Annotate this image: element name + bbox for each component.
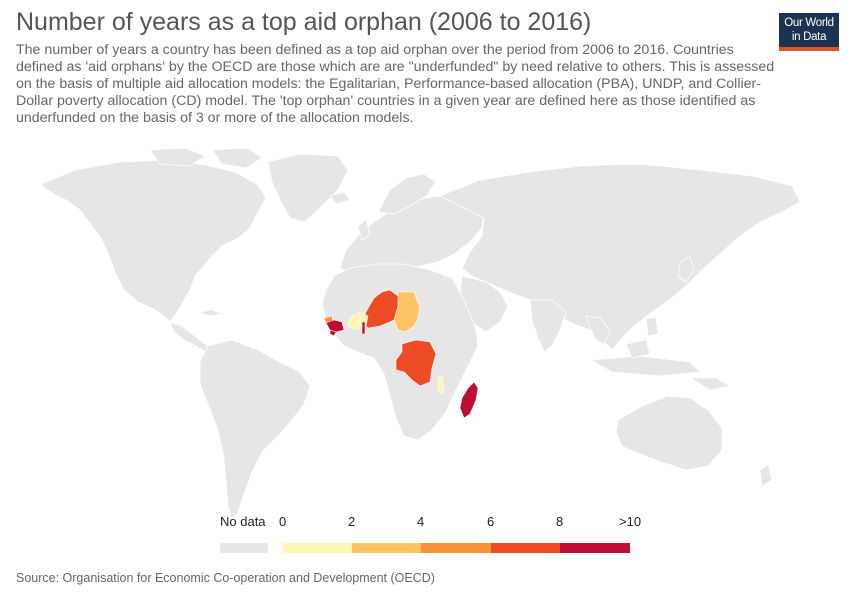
country-sierra-leone[interactable]: [329, 329, 337, 337]
logo-line-1: Our World: [784, 17, 834, 29]
japan[interactable]: [677, 255, 695, 283]
greenland-landmass[interactable]: [267, 153, 349, 223]
chart-subtitle: The number of years a country has been d…: [16, 42, 775, 126]
logo-accent-bar: [779, 47, 839, 51]
legend-tick-over-10: >10: [619, 514, 642, 529]
asia-landmass[interactable]: [439, 163, 801, 351]
iceland[interactable]: [329, 191, 351, 205]
country-chad[interactable]: [393, 291, 421, 333]
world-map[interactable]: [0, 140, 850, 540]
philippines[interactable]: [645, 317, 659, 337]
africa-landmass[interactable]: [321, 263, 479, 441]
south-america-landmass[interactable]: [199, 339, 311, 521]
legend-bin-over-8[interactable]: [560, 543, 630, 553]
legend-bin-2-4[interactable]: [352, 543, 421, 553]
new-zealand[interactable]: [759, 463, 773, 487]
country-togo[interactable]: [361, 321, 366, 335]
chart-title: Number of years as a top aid orphan (200…: [16, 8, 592, 36]
legend-bin-6-8[interactable]: [491, 543, 560, 553]
indian-subcontinent[interactable]: [529, 299, 567, 353]
indonesia[interactable]: [589, 355, 701, 377]
legend-bin-0-2[interactable]: [283, 543, 352, 553]
owid-logo[interactable]: Our World in Data: [779, 13, 839, 51]
legend-no-data-swatch[interactable]: [220, 543, 268, 553]
arctic-islands-2[interactable]: [211, 147, 263, 169]
australia-landmass[interactable]: [615, 395, 723, 471]
central-america[interactable]: [169, 321, 213, 353]
legend-bin-4-6[interactable]: [421, 543, 491, 553]
legend-tick-0: 0: [279, 514, 287, 529]
legend-tick-4: 4: [417, 514, 425, 529]
borneo[interactable]: [625, 339, 651, 359]
north-america-landmass[interactable]: [39, 159, 267, 323]
country-malawi[interactable]: [437, 375, 445, 395]
arctic-islands[interactable]: [149, 147, 206, 167]
logo-line-2: in Data: [791, 31, 827, 43]
southeast-asia[interactable]: [585, 315, 611, 345]
great-britain[interactable]: [357, 219, 371, 241]
source-note: Source: Organisation for Economic Co-ope…: [16, 571, 435, 585]
new-guinea[interactable]: [689, 377, 731, 391]
legend-tick-8: 8: [556, 514, 564, 529]
country-madagascar[interactable]: [459, 381, 479, 419]
country-guinea[interactable]: [325, 319, 345, 333]
legend-tick-2: 2: [348, 514, 356, 529]
legend-no-data-label: No data: [220, 514, 266, 529]
country-dr-congo[interactable]: [395, 339, 437, 387]
caribbean-islands[interactable]: [197, 309, 223, 317]
scandinavia[interactable]: [377, 173, 437, 215]
legend-tick-6: 6: [487, 514, 495, 529]
